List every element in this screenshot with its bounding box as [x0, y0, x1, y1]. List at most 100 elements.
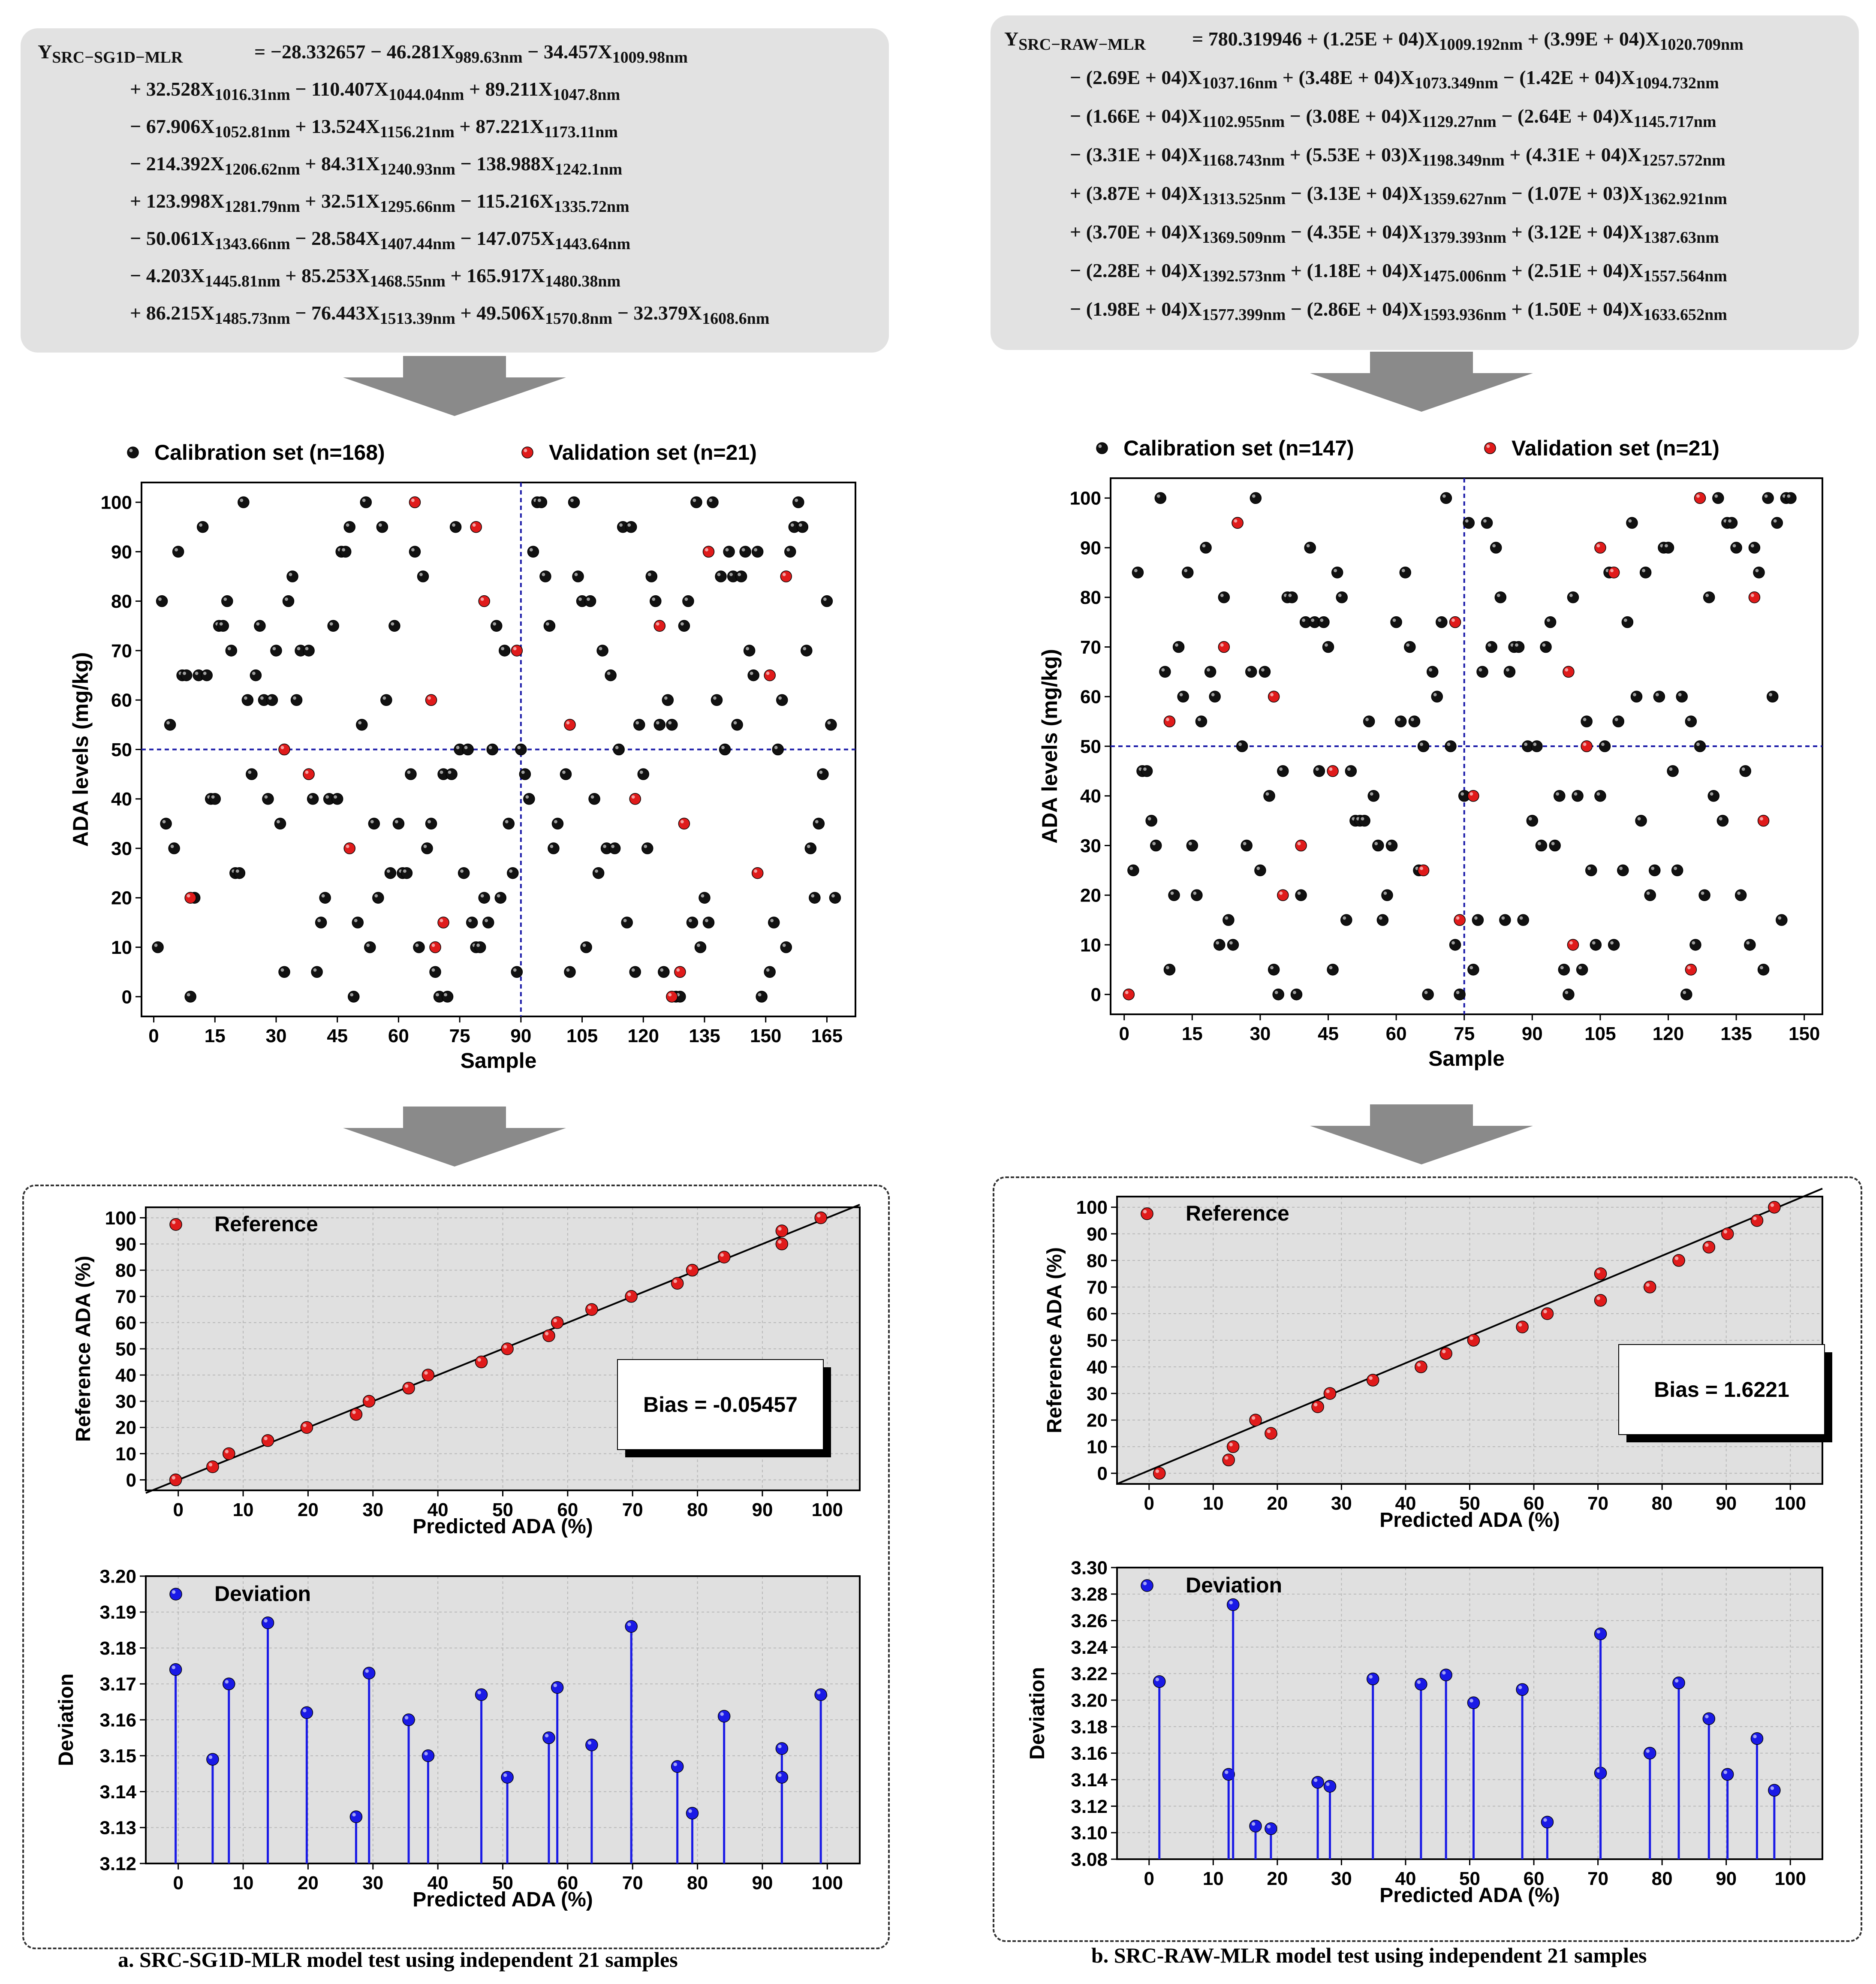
deviation-point-highlight: [1326, 1782, 1330, 1786]
reference-point-highlight: [1596, 1269, 1600, 1274]
y-tick-label: 70: [1087, 1277, 1108, 1298]
deviation-point: [422, 1749, 435, 1762]
calibration-point-highlight: [590, 795, 594, 799]
calibration-point-highlight: [1551, 842, 1555, 845]
calibration-point: [1385, 839, 1398, 852]
calibration-point-highlight: [1778, 916, 1782, 920]
x-tick-label: 60: [1386, 1023, 1407, 1044]
reference-point: [775, 1237, 789, 1251]
deviation-point-highlight: [365, 1669, 369, 1673]
calibration-point-highlight: [733, 721, 737, 725]
legend-marker-highlight: [1098, 444, 1102, 448]
calibration-point-highlight: [256, 622, 260, 626]
y-tick-label: 3.28: [1071, 1584, 1108, 1605]
equation-wavelength: 989.63nm: [455, 48, 523, 67]
calibration-point: [1517, 914, 1529, 926]
equation-wavelength: 1593.936nm: [1422, 306, 1507, 324]
calibration-point: [707, 496, 719, 508]
x-tick-label: 30: [265, 1025, 286, 1046]
calibration-point: [1526, 814, 1539, 827]
calibration-point-highlight: [1669, 767, 1673, 771]
validation-point: [666, 991, 678, 1003]
calibration-point-highlight: [660, 968, 664, 972]
equation-line: − 67.906X1052.81nm + 13.524X1156.21nm + …: [130, 115, 618, 142]
calibration-point-highlight: [754, 548, 758, 552]
calibration-point-highlight: [1687, 718, 1691, 721]
calibration-point-highlight: [1764, 494, 1768, 498]
x-tick-label: 90: [510, 1025, 531, 1046]
calibration-point-highlight: [162, 820, 166, 823]
reference-point-highlight: [778, 1240, 782, 1244]
reference-point: [585, 1303, 598, 1316]
validation-point-highlight: [1565, 668, 1569, 672]
calibration-point-highlight: [334, 795, 337, 799]
calibration-point-highlight: [358, 721, 362, 725]
reference-point-highlight: [1369, 1376, 1373, 1380]
y-tick-label: 3.18: [1071, 1716, 1108, 1737]
calibration-point-highlight: [1383, 891, 1387, 895]
calibration-point: [1630, 690, 1643, 703]
calibration-point: [1499, 914, 1511, 926]
equation-line: + (3.70E + 04)X1369.509nm − (4.35E + 04)…: [1070, 220, 1719, 247]
equation-coefficient: − (2.64E + 04)X: [1496, 105, 1634, 127]
calibration-point: [825, 719, 837, 731]
calibration-point: [1644, 889, 1656, 901]
calibration-point-highlight: [697, 944, 700, 947]
calibration-point-highlight: [1170, 891, 1174, 895]
calibration-point: [368, 817, 380, 830]
deviation-point-highlight: [404, 1716, 409, 1720]
validation-point-highlight: [782, 573, 786, 576]
validation-point: [1123, 988, 1135, 1001]
validation-point-highlight: [305, 770, 309, 774]
y-tick-label: 30: [111, 838, 132, 859]
calibration-point-highlight: [386, 869, 390, 873]
deviation-point: [1366, 1672, 1379, 1685]
equation-wavelength: 1468.55nm: [370, 272, 446, 291]
calibration-point: [1132, 567, 1144, 579]
calibration-point-highlight: [1392, 618, 1396, 622]
calibration-point-highlight: [1760, 966, 1763, 970]
x-tick-label: 100: [1775, 1868, 1806, 1889]
x-tick-label: 15: [205, 1025, 226, 1046]
calibration-point-highlight: [1501, 916, 1505, 920]
deviation-point-highlight: [553, 1683, 557, 1687]
calibration-point: [1376, 914, 1389, 926]
calibration-point-highlight: [1628, 519, 1632, 523]
calibration-point: [515, 743, 527, 756]
calibration-point-highlight: [505, 820, 509, 823]
calibration-point: [1712, 492, 1724, 504]
calibration-point: [1372, 839, 1384, 852]
equation-line: = 780.319946 + (1.25E + 04)X1009.192nm +…: [1192, 27, 1744, 54]
validation-point: [1268, 690, 1280, 703]
y-axis-label: ADA levels (mg/kg): [1038, 649, 1062, 844]
calibration-point: [1739, 765, 1752, 777]
validation-point: [278, 743, 290, 756]
y-tick-label: 3.16: [99, 1710, 136, 1731]
x-tick-label: 75: [449, 1025, 470, 1046]
calibration-point: [1494, 591, 1507, 603]
calibration-point-highlight: [1329, 966, 1333, 970]
calibration-point: [739, 546, 751, 558]
calibration-point: [1431, 690, 1443, 703]
calibration-point-highlight: [350, 993, 354, 997]
calibration-point: [645, 570, 658, 582]
calibration-point-highlight: [1184, 569, 1188, 573]
calibration-point-highlight: [1347, 767, 1351, 771]
equation-wavelength: 1608.6nm: [702, 310, 770, 328]
calibration-point-highlight: [1147, 817, 1151, 820]
calibration-point-highlight: [1420, 742, 1423, 746]
calibration-point-highlight: [562, 770, 566, 774]
x-tick-label: 10: [233, 1499, 254, 1520]
reference-point: [1643, 1281, 1656, 1294]
calibration-point: [1612, 715, 1624, 727]
calibration-point-highlight: [497, 894, 500, 898]
calibration-point-highlight: [1633, 693, 1636, 697]
calibration-point: [1467, 964, 1479, 976]
calibration-point: [1214, 939, 1226, 951]
calibration-point-highlight: [1515, 643, 1518, 647]
equation-wavelength: 1407.44nm: [379, 235, 455, 253]
calibration-point: [1653, 690, 1665, 703]
deviation-point-highlight: [1753, 1734, 1757, 1739]
reference-point: [402, 1381, 415, 1395]
calibration-point: [172, 546, 184, 558]
